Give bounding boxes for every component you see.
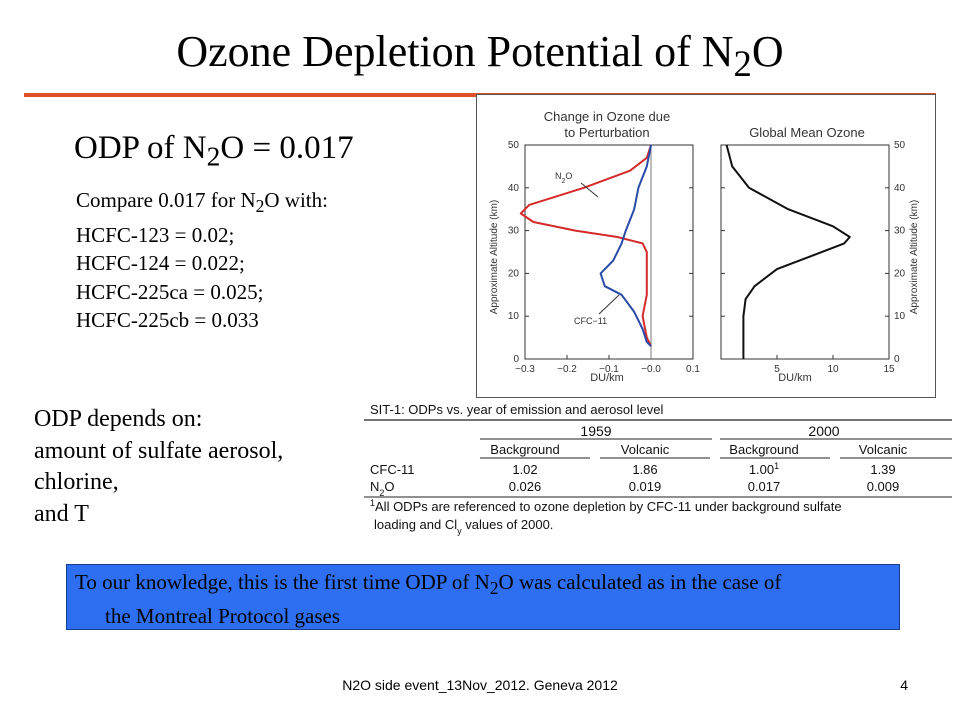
page-number: 4 [900, 677, 908, 693]
y-tick-label: 20 [508, 268, 520, 279]
odp-statement: ODP of N2O = 0.017 [74, 130, 354, 172]
left-x-axis-label: DU/km [590, 372, 624, 384]
x-tick-label: 0.1 [686, 364, 700, 375]
table-cell: 1.39 [870, 462, 895, 477]
odp-table: SIT-1: ODPs vs. year of emission and aer… [364, 398, 952, 538]
table-year-2000: 2000 [808, 423, 839, 439]
odp-table-graphic: SIT-1: ODPs vs. year of emission and aer… [364, 402, 952, 536]
compare-item: HCFC-225cb = 0.033 [76, 308, 259, 333]
y-tick-label: 10 [508, 311, 520, 322]
data-lines [519, 144, 851, 359]
highlight-note: To our knowledge, this is the first time… [66, 564, 900, 630]
cfc-11-line [599, 144, 652, 347]
table-cell: 0.019 [629, 479, 662, 494]
table-year-1959: 1959 [580, 423, 611, 439]
left-chart-title-2: to Perturbation [564, 125, 649, 140]
n2o-pointer-arrow [580, 182, 599, 198]
x-tick-label: −0.2 [557, 364, 577, 375]
compare-intro: Compare 0.017 for N2O with: [76, 188, 328, 217]
axis-ticks: 0 10 20 30 40 50 −0.3 −0.2 −0.1 −0.0 0.1 0 10 20 30 40 5… [508, 140, 906, 375]
y-tick-label: 0 [513, 354, 519, 365]
odp-dependencies: ODP depends on: amount of sulfate aeroso… [34, 404, 283, 530]
dependency-line: amount of sulfate aerosol, [34, 437, 284, 464]
y-tick-label: 50 [508, 140, 520, 151]
table-footnote-1: 1All ODPs are referenced to ozone deplet… [370, 498, 842, 514]
right-plot-frame [720, 144, 890, 360]
n2o-curve-label: N2O [555, 171, 572, 185]
y-tick-label: 50 [894, 140, 906, 151]
x-tick-label: 5 [774, 364, 780, 375]
right-x-axis-label: DU/km [778, 372, 812, 384]
compare-list: Compare 0.017 for N2O with: HCFC-123 = 0… [76, 186, 328, 335]
left-y-axis-label: Approximate Altitude (km) [489, 200, 500, 315]
note-line-1: To our knowledge, this is the first time… [75, 570, 782, 599]
y-tick-label: 40 [894, 183, 906, 194]
n2o-line [519, 144, 652, 347]
dependency-line: ODP depends on: [34, 406, 203, 432]
table-subheader: Volcanic [859, 442, 908, 457]
cfc-curve-label: CFC−11 [574, 316, 607, 326]
ozone-profile-charts: Change in Ozone due to Perturbation Glob… [489, 109, 920, 384]
dependency-line: and T [34, 500, 89, 527]
ozone-profile-line [725, 144, 851, 359]
table-subheader: Background [490, 442, 559, 457]
table-cell: 0.017 [748, 479, 781, 494]
x-tick-label: −0.1 [599, 364, 619, 375]
note-line-2: the Montreal Protocol gases [105, 604, 341, 629]
table-caption: SIT-1: ODPs vs. year of emission and aer… [370, 402, 663, 417]
slide-footer: N2O side event_13Nov_2012. Geneva 2012 [342, 677, 618, 693]
slide-title: Ozone Depletion Potential of N2O [176, 27, 784, 84]
x-tick-label: 10 [827, 364, 839, 375]
right-y-axis-label: Approximate Altitude (km) [909, 200, 920, 315]
table-footnote-2: loading and Cly values of 2000. [374, 517, 553, 536]
table-row-label: N2O [370, 479, 395, 498]
cfc-pointer-arrow [598, 294, 620, 315]
y-tick-label: 30 [508, 226, 520, 237]
table-subheader: Background [729, 442, 798, 457]
x-tick-label: −0.0 [641, 364, 661, 375]
table-cell: 1.02 [512, 462, 537, 477]
table-cell: 1.86 [632, 462, 657, 477]
table-cell: 0.009 [867, 479, 900, 494]
compare-item: HCFC-124 = 0.022; [76, 251, 245, 276]
x-tick-label: 15 [883, 364, 895, 375]
y-tick-label: 20 [894, 268, 906, 279]
dependency-line: chlorine, [34, 469, 119, 495]
right-chart-title: Global Mean Ozone [749, 125, 865, 140]
y-tick-label: 0 [894, 354, 900, 365]
compare-item: HCFC-123 = 0.02; [76, 222, 235, 247]
left-plot-frame [524, 144, 694, 360]
table-row-label: CFC-11 [370, 462, 415, 477]
table-subheader: Volcanic [621, 442, 670, 457]
table-cell: 1.001 [749, 461, 779, 477]
y-tick-label: 40 [508, 183, 520, 194]
table-cell: 0.026 [509, 479, 542, 494]
ozone-figure: Change in Ozone due to Perturbation Glob… [476, 94, 936, 398]
x-tick-label: −0.3 [515, 364, 535, 375]
compare-item: HCFC-225ca = 0.025; [76, 279, 264, 304]
y-tick-label: 30 [894, 226, 906, 237]
y-tick-label: 10 [894, 311, 906, 322]
left-chart-title-1: Change in Ozone due [544, 109, 670, 124]
